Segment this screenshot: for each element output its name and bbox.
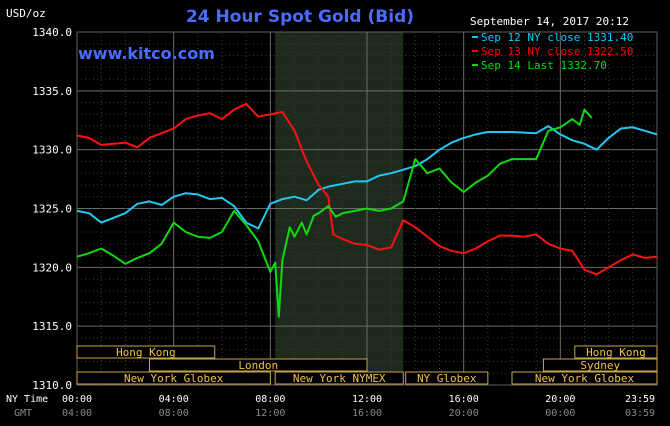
- series-line-1: [76, 125, 658, 230]
- grid: [76, 31, 658, 386]
- session-label: New York Globex: [124, 372, 224, 385]
- session-bar: [274, 371, 404, 385]
- session-label: London: [238, 359, 278, 372]
- y-tick-label: 1315.0: [32, 320, 72, 333]
- series-line-2: [76, 102, 658, 276]
- y-tick-label: 1310.0: [32, 379, 72, 392]
- session-bar: [76, 345, 216, 359]
- y-tick-label: 1320.0: [32, 261, 72, 274]
- x-tick-label-ny: 00:00: [62, 394, 92, 405]
- legend: September 14, 2017 20:12 Sep 12 NY close…: [470, 15, 633, 72]
- x-tick-label-ny: 20:00: [545, 394, 575, 405]
- legend-label: Sep 14 Last 1332.70: [481, 59, 607, 72]
- series-layer: [76, 102, 658, 318]
- x-tick-label-ny: 04:00: [159, 394, 189, 405]
- market-sessions: Hong Kong London New York Globex New York N…: [76, 345, 658, 385]
- x-tick-label-gmt: 12:00: [255, 408, 285, 419]
- y-tick-label: 1330.0: [32, 144, 72, 157]
- y-tick-label: 1325.0: [32, 203, 72, 216]
- chart-title: 24 Hour Spot Gold (Bid): [186, 7, 414, 27]
- session-label: Hong Kong: [116, 346, 176, 359]
- session-bar: [511, 371, 658, 385]
- y-tick-label: 1340.0: [32, 26, 72, 39]
- x-axis-label-ny: NY Time: [6, 394, 48, 405]
- x-tick-label-ny: 16:00: [449, 394, 479, 405]
- legend-label: Sep 12 NY close 1331.40: [481, 31, 633, 44]
- y-tick-label: 1335.0: [32, 85, 72, 98]
- timestamp: September 14, 2017 20:12: [470, 15, 629, 28]
- axes: 1340.0 1335.0 1330.0 1325.0 1320.0 1315.0 1310…: [32, 26, 655, 419]
- session-bar: [149, 358, 368, 372]
- x-axis-label-gmt: GMT: [14, 408, 32, 419]
- x-tick-label-gmt: 03:59: [625, 408, 655, 419]
- x-tick-label-ny: 08:00: [255, 394, 285, 405]
- y-axis-label: USD/oz: [6, 7, 46, 20]
- x-tick-label-gmt: 04:00: [62, 408, 92, 419]
- session-label: NY Globex: [417, 372, 477, 385]
- x-tick-label-ny: 23:59: [625, 394, 655, 405]
- x-tick-label-gmt: 00:00: [545, 408, 575, 419]
- session-label: New York Globex: [535, 372, 635, 385]
- x-tick-label-gmt: 08:00: [159, 408, 189, 419]
- x-tick-label-ny: 12:00: [352, 394, 382, 405]
- session-bar: [405, 371, 489, 385]
- watermark: www.kitco.com: [78, 44, 215, 63]
- series-line-3: [76, 108, 593, 318]
- legend-label: Sep 13 NY close 1322.50: [481, 45, 633, 58]
- session-label: Sydney: [580, 359, 620, 372]
- session-bar: [574, 345, 658, 359]
- session-bar: [542, 358, 658, 372]
- session-bar: [76, 371, 271, 385]
- x-tick-label-gmt: 20:00: [449, 408, 479, 419]
- session-label: New York NYMEX: [293, 372, 386, 385]
- session-label: Hong Kong: [586, 346, 646, 359]
- x-tick-label-gmt: 16:00: [352, 408, 382, 419]
